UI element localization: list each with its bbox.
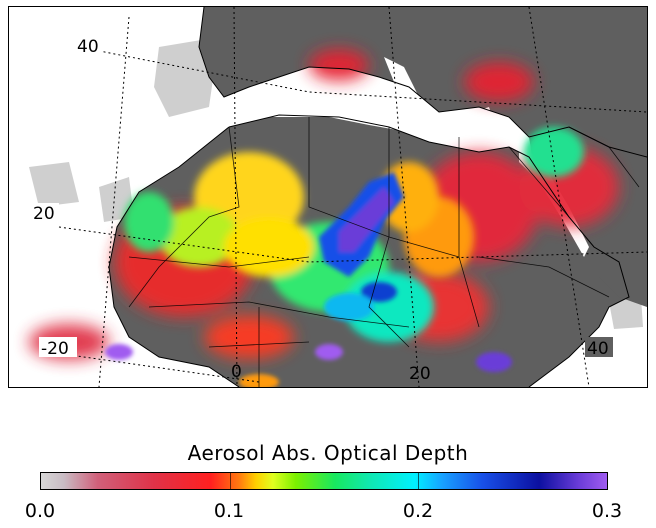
coastline [108, 7, 647, 387]
aerosol-map: 40 20 -20 0 20 40 [8, 6, 648, 388]
grid-labels: 40 20 -20 0 20 40 [31, 35, 613, 384]
colorbar-label-0.2: 0.2 [402, 500, 434, 522]
graticule [48, 7, 647, 387]
lon-label-40: 40 [587, 339, 609, 359]
lat-label-40: 40 [77, 37, 99, 57]
lon-label-20: 20 [409, 364, 431, 384]
colorbar-tick-0.2 [418, 473, 420, 489]
lat-label-20: 20 [33, 204, 55, 224]
aerosol-field [29, 49, 619, 387]
lat-label-minus-20: -20 [41, 339, 69, 359]
legend-title: Aerosol Abs. Optical Depth [187, 441, 469, 465]
colorbar-label-0.1: 0.1 [213, 500, 245, 522]
colorbar-label-0.3: 0.3 [591, 500, 623, 522]
colorbar [40, 472, 608, 490]
colorbar-tick-0.1 [229, 473, 231, 489]
lon-label-0: 0 [231, 362, 242, 382]
colorbar-label-0.0: 0.0 [24, 500, 56, 522]
